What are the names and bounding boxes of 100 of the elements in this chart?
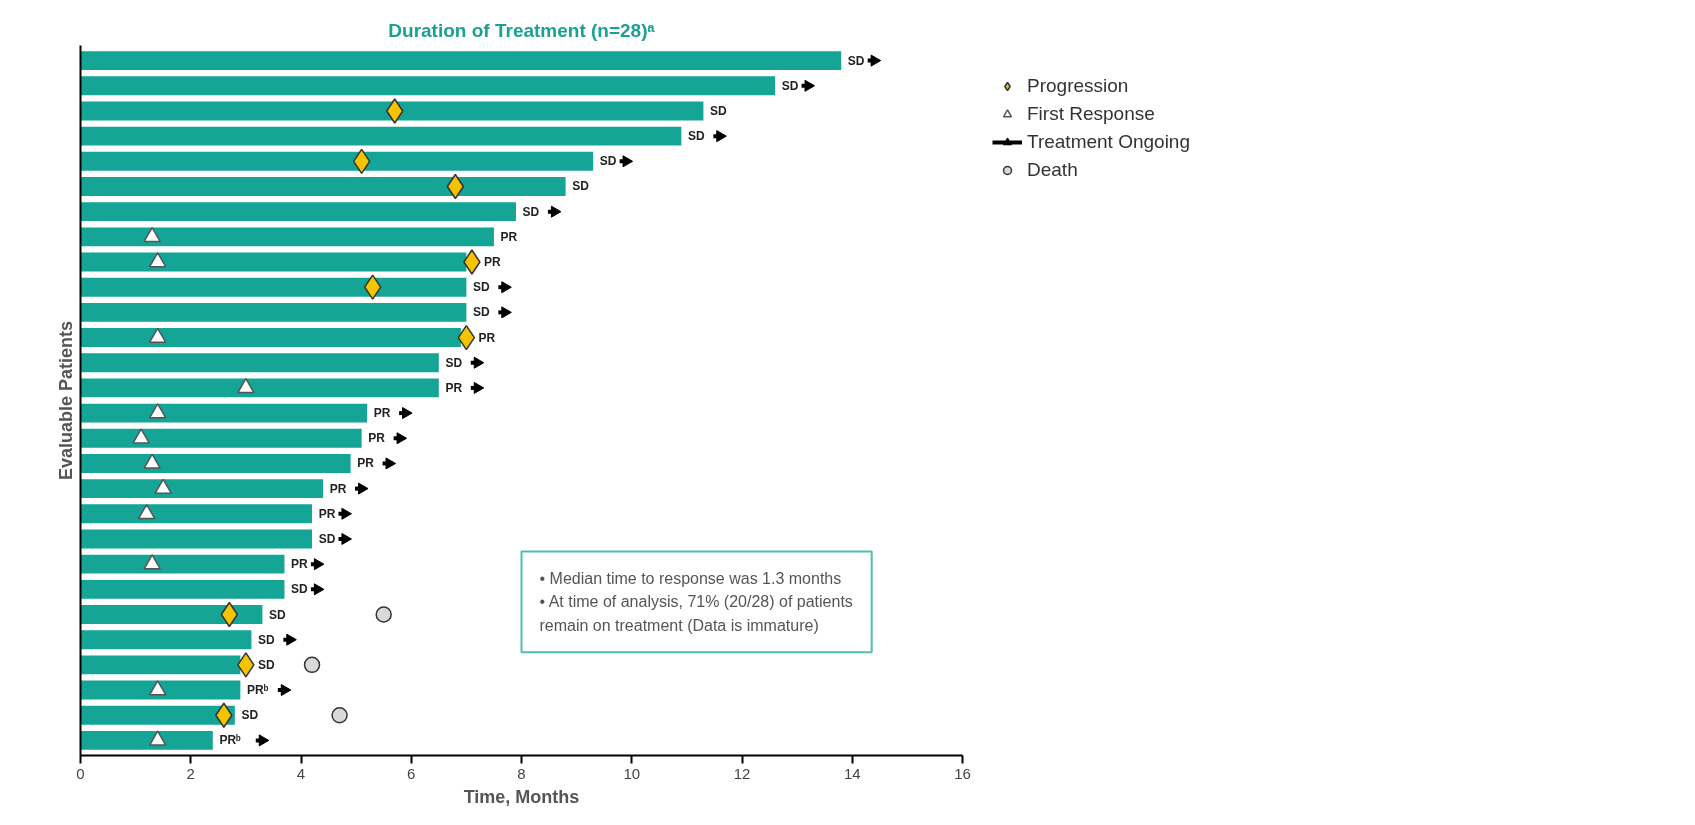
bar [80, 479, 324, 499]
legend-label: Treatment Ongoing [1027, 131, 1190, 153]
bar [80, 378, 439, 398]
point [402, 407, 413, 420]
bar [80, 302, 467, 322]
bar [80, 277, 467, 297]
data-label: PR [318, 506, 336, 521]
x-tick-label: 12 [733, 764, 751, 782]
legend-label: Death [1027, 159, 1078, 181]
point [258, 734, 270, 747]
bar [80, 252, 467, 272]
point [148, 680, 167, 696]
bar [80, 655, 241, 675]
bar [80, 529, 313, 549]
bar [80, 428, 362, 448]
point [313, 583, 325, 596]
data-label: SD [781, 78, 799, 93]
data-label: PR [368, 431, 386, 446]
point [357, 482, 369, 495]
legend-label: First Response [1027, 103, 1155, 125]
data-label: PRᵇ [219, 733, 242, 748]
point [622, 155, 634, 168]
bar [80, 177, 566, 196]
data-label: SD [522, 204, 540, 219]
point [143, 554, 161, 570]
data-label: SD [572, 179, 590, 194]
point [341, 532, 352, 545]
x-tick-label: 10 [623, 764, 641, 782]
point [303, 656, 321, 674]
point [148, 403, 167, 419]
bar [80, 227, 494, 247]
x-tick-label: 8 [517, 764, 526, 782]
data-label: SD [445, 355, 463, 370]
bar [80, 554, 285, 574]
data-label: SD [241, 708, 259, 723]
x-tick-label: 0 [76, 764, 85, 782]
data-label: PRᵇ [246, 683, 269, 698]
bar [80, 630, 252, 650]
point [473, 356, 485, 369]
x-tick-label: 16 [954, 764, 971, 782]
point [375, 606, 392, 623]
legend-label: Progression [1027, 75, 1129, 97]
data-label: SD [258, 657, 276, 672]
data-label: PR [373, 406, 391, 421]
x-tick-label: 4 [296, 764, 306, 782]
data-label: SD [847, 53, 865, 68]
annotation: • At time of analysis, 71% (20/28) of patients remain on treatment (Data is immature) [539, 593, 853, 635]
data-label: PR [478, 330, 496, 345]
point [385, 98, 404, 124]
bar [80, 202, 516, 222]
data-label: PR [445, 380, 463, 395]
point [286, 633, 297, 646]
bar [80, 680, 241, 700]
point [331, 706, 348, 724]
point [363, 274, 382, 300]
point [148, 252, 167, 268]
data-label: PR [329, 481, 347, 496]
x-tick-label: 14 [843, 764, 861, 782]
point [457, 324, 476, 351]
bar [80, 730, 213, 750]
point [220, 601, 239, 628]
point [501, 306, 512, 319]
bar [80, 454, 351, 473]
data-label: SD [269, 607, 287, 622]
point [313, 558, 325, 571]
bar [80, 51, 842, 71]
bar [80, 605, 263, 624]
bar [80, 76, 776, 96]
point [352, 148, 371, 175]
bar [80, 579, 285, 599]
bar [80, 504, 313, 524]
point [550, 205, 562, 218]
data-label: PR [357, 456, 375, 471]
point [385, 457, 397, 470]
point [804, 79, 815, 92]
data-label: SD [687, 129, 705, 144]
data-label: PR [500, 229, 518, 244]
bar [80, 705, 235, 725]
point [341, 507, 352, 520]
data-label: SD [599, 154, 617, 169]
point [280, 684, 292, 697]
x-tick-label: 6 [407, 764, 416, 782]
x-tick-label: 2 [186, 764, 195, 782]
data-label: SD [258, 632, 276, 647]
point [473, 381, 485, 394]
data-label: SD [291, 582, 309, 597]
chart-title: Duration of Treatment (n=28)ᵃ [388, 19, 656, 41]
bar [80, 328, 461, 347]
bar [80, 403, 368, 423]
data-label: PR [291, 557, 309, 572]
y-axis-title: Evaluable Patients [55, 320, 76, 481]
annotation: • Median time to response was 1.3 months [539, 569, 842, 587]
bar [80, 353, 439, 373]
bar [80, 151, 594, 171]
point [396, 432, 408, 445]
data-label: SD [472, 305, 490, 320]
x-axis-title: Time, Months [463, 786, 580, 807]
data-label: SD [318, 531, 336, 546]
point [870, 54, 882, 67]
bar [80, 126, 682, 146]
